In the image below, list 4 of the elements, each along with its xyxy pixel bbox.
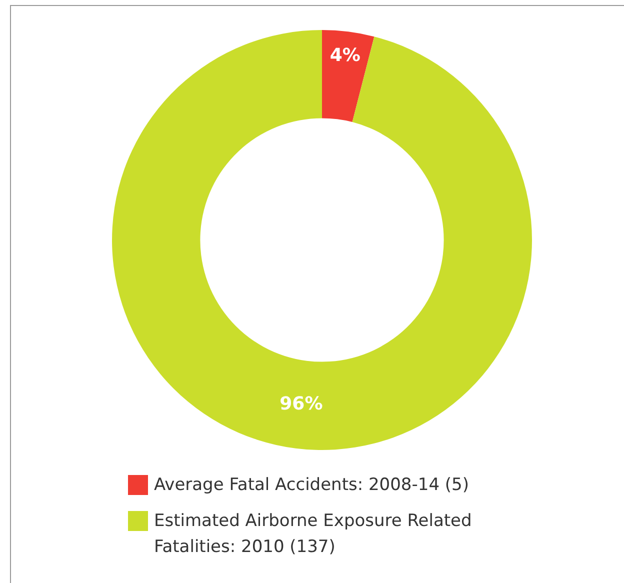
legend-label: Average Fatal Accidents: 2008-14 (5) xyxy=(154,474,469,497)
data-label: 4% xyxy=(330,45,360,66)
legend-label: Estimated Airborne Exposure Related Fatalities: 2010 (137) xyxy=(154,510,473,559)
data-label: 96% xyxy=(280,393,323,414)
